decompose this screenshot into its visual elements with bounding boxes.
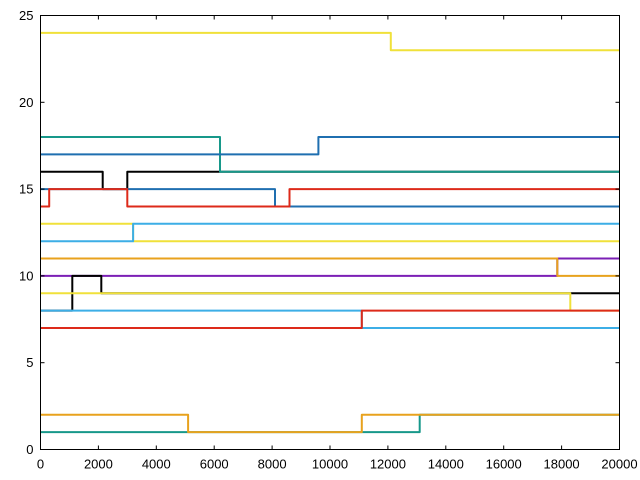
series-line-12 [40,31,620,52]
series-line-15 [40,222,620,243]
y-tick-label: 20 [19,95,33,110]
series-line-11 [40,136,620,156]
axis-layer: 0 2000 4000 6000 8000 10000 12000 14000 16000 180… [19,8,638,472]
series-line-1 [40,170,620,191]
series-line-9 [40,309,620,329]
x-tick-label: 4000 [142,457,171,472]
x-tick-label: 6000 [200,457,229,472]
x-tick-label: 18000 [544,457,580,472]
x-tick-label: 20000 [601,457,637,472]
series-line-16 [40,222,620,243]
x-tick-label: 2000 [84,457,113,472]
series-line-10 [40,136,620,173]
series-line-4 [40,257,620,277]
x-tick-label: 14000 [428,457,464,472]
x-tick-label: 12000 [370,457,406,472]
series-line-3 [40,188,620,208]
series-line-5 [40,257,620,277]
y-tick-label: 15 [19,182,33,197]
y-tick-label: 25 [19,8,33,23]
series-line-14 [40,413,620,434]
plot-frame [40,15,620,450]
y-tick-label: 5 [26,355,33,370]
series-line-7 [40,292,620,312]
x-tick-label: 8000 [258,457,287,472]
series-line-8 [40,309,620,329]
series-line-2 [40,188,620,208]
series-layer [40,31,620,434]
x-tick-label: 16000 [486,457,522,472]
y-tick-label: 0 [26,442,33,457]
x-tick-label: 0 [37,457,44,472]
y-tick-label: 10 [19,268,33,283]
series-line-13 [40,413,620,434]
x-tick-label: 10000 [312,457,348,472]
